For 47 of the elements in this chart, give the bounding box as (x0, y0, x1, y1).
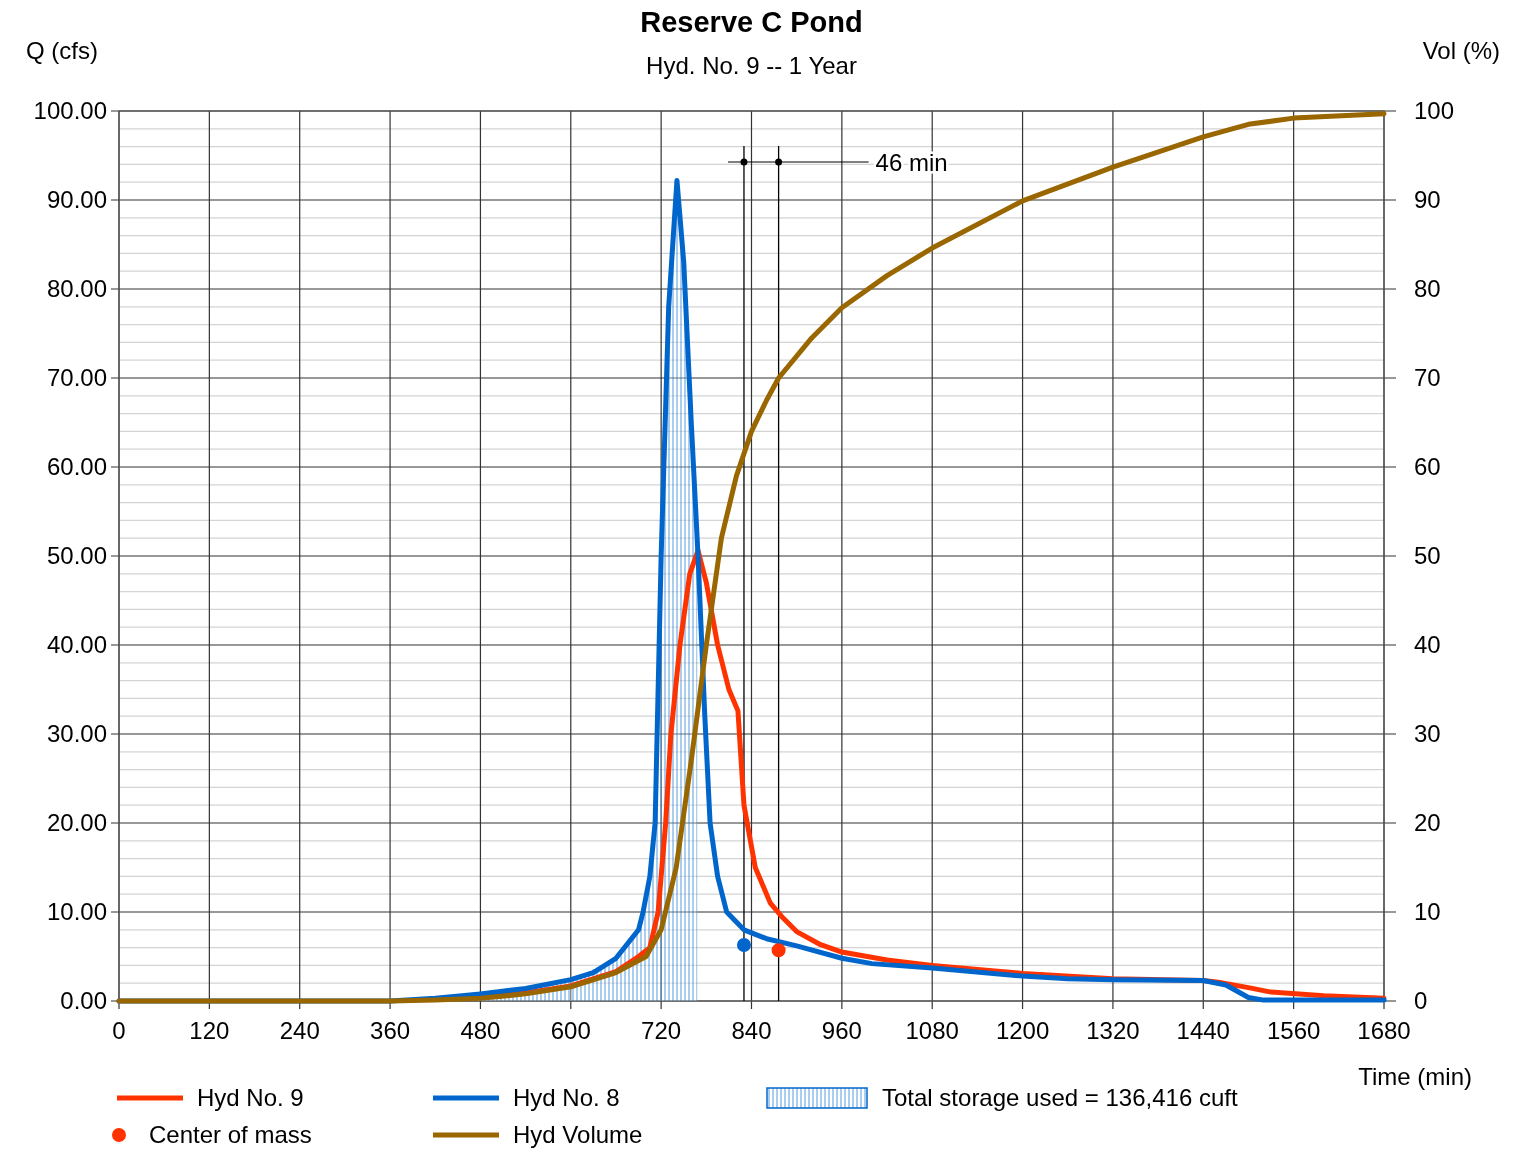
x-tick-label: 1320 (1086, 1017, 1140, 1044)
y-tick-label: 30.00 (46, 720, 107, 747)
y-tick-label: 70.00 (46, 364, 107, 391)
x-tick-label: 1680 (1357, 1017, 1411, 1044)
y2-tick-label: 10 (1414, 898, 1441, 925)
y-axis-title: Q (cfs) (26, 37, 98, 64)
y2-tick-label: 100 (1414, 97, 1455, 124)
y-tick-label: 20.00 (46, 809, 107, 836)
x-tick-label: 240 (279, 1017, 320, 1044)
y2-tick-label: 30 (1414, 720, 1441, 747)
y-tick-label: 100.00 (33, 97, 107, 124)
legend-label: Total storage used = 136,416 cuft (882, 1084, 1238, 1111)
x-tick-label: 1560 (1266, 1017, 1321, 1044)
x-tick-label: 960 (821, 1017, 862, 1044)
y-tick-label: 10.00 (46, 898, 107, 925)
x-tick-label: 120 (189, 1017, 230, 1044)
legend-label: Hyd Volume (513, 1121, 643, 1148)
y-tick-label: 50.00 (46, 542, 107, 569)
y2-tick-label: 80 (1414, 275, 1441, 302)
x-tick-label: 1440 (1176, 1017, 1230, 1044)
y-tick-label: 0.00 (60, 987, 107, 1014)
x-tick-label: 1080 (905, 1017, 959, 1044)
y2-tick-label: 90 (1414, 186, 1441, 213)
y2-tick-label: 70 (1414, 364, 1441, 391)
y2-tick-label: 50 (1414, 542, 1441, 569)
x-tick-label: 0 (112, 1017, 126, 1044)
y2-axis-title: Vol (%) (1422, 37, 1500, 64)
y-tick-label: 80.00 (46, 275, 107, 302)
y-tick-label: 40.00 (46, 631, 107, 658)
x-tick-label: 1200 (995, 1017, 1050, 1044)
legend-label: Center of mass (149, 1121, 312, 1148)
x-tick-label: 600 (550, 1017, 591, 1044)
x-axis-title: Time (min) (1358, 1063, 1472, 1090)
x-tick-label: 360 (370, 1017, 411, 1044)
x-tick-label: 480 (460, 1017, 501, 1044)
chart-title: Reserve C Pond (640, 6, 863, 38)
y2-tick-label: 20 (1414, 809, 1441, 836)
y2-tick-label: 0 (1414, 987, 1428, 1014)
legend-label: Hyd No. 8 (513, 1084, 620, 1111)
legend-label: Hyd No. 9 (197, 1084, 304, 1111)
x-tick-label: 840 (731, 1017, 772, 1044)
y2-tick-label: 60 (1414, 453, 1441, 480)
y-tick-label: 90.00 (46, 186, 107, 213)
x-tick-label: 720 (641, 1017, 682, 1044)
chart-subtitle: Hyd. No. 9 -- 1 Year (646, 52, 857, 79)
y2-tick-label: 40 (1414, 631, 1441, 658)
y-tick-label: 60.00 (46, 453, 107, 480)
